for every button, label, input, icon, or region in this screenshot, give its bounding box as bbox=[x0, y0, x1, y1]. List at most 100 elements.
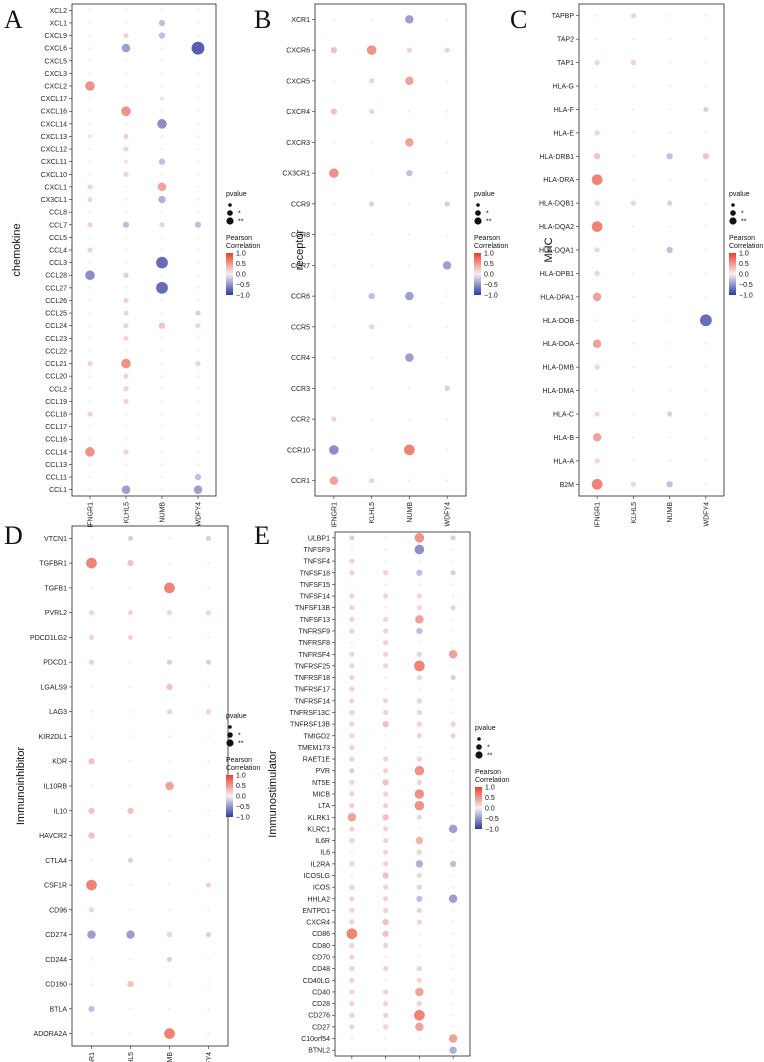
dot-HLA-G-NUMB bbox=[668, 84, 672, 88]
dot-CD70-WDFY4 bbox=[451, 955, 455, 959]
dot-ULBP1-IFNGR1 bbox=[349, 535, 355, 541]
dot-HLA-DQA1-NUMB bbox=[666, 246, 673, 254]
dot-CCL18-NUMB bbox=[160, 412, 164, 416]
colorbar-tick: −0.5 bbox=[236, 804, 250, 811]
dot-CXCR6-KLHL5 bbox=[366, 45, 377, 55]
dot-VTCN1-NUMB bbox=[168, 536, 171, 540]
dot-KLRK1-WDFY4 bbox=[451, 815, 455, 819]
corr-title-1: Pearson bbox=[729, 235, 755, 242]
y-tick-label: CD70 bbox=[312, 955, 330, 962]
dot-CD96-KLHL5 bbox=[129, 908, 132, 912]
y-tick-label: IL10 bbox=[53, 808, 67, 815]
dot-CXCL5-WDFY4 bbox=[196, 59, 200, 63]
x-tick-label: WDFY4 bbox=[445, 502, 452, 527]
dot-KLRC1-KLHL5 bbox=[383, 826, 389, 832]
x-tick-label: KLHL5 bbox=[128, 1052, 135, 1062]
dot-HLA-C-NUMB bbox=[667, 411, 673, 417]
dot-CCR10-IFNGR1 bbox=[329, 445, 339, 455]
dot-PVRL2-KLHL5 bbox=[127, 610, 134, 616]
dot-CCR8-IFNGR1 bbox=[332, 233, 336, 237]
dot-CCL27-NUMB bbox=[156, 281, 168, 294]
dot-HLA-DOB-WDFY4 bbox=[699, 314, 712, 327]
corr-title-1: Pearson bbox=[474, 235, 500, 242]
panel-label: B bbox=[254, 5, 271, 34]
dot-CCL20-NUMB bbox=[160, 374, 164, 378]
dot-TMIGD2-WDFY4 bbox=[450, 733, 456, 739]
dot-HLA-DQA1-WDFY4 bbox=[704, 248, 708, 252]
dot-CXCL10-WDFY4 bbox=[196, 172, 200, 176]
dot-CCR7-NUMB bbox=[407, 263, 411, 267]
dot-CCL25-KLHL5 bbox=[123, 310, 129, 316]
dot-CXCL14-KLHL5 bbox=[124, 122, 128, 126]
dot-PVRL2-IFNGR1 bbox=[88, 610, 95, 616]
y-tick-label: HLA-DQA2 bbox=[539, 224, 574, 231]
dot-CCL23-KLHL5 bbox=[123, 335, 129, 341]
dot-MICB-IFNGR1 bbox=[349, 791, 355, 797]
corr-title-2: Correlation bbox=[729, 243, 763, 250]
colorbar-tick: −1.0 bbox=[739, 293, 753, 300]
dot-TNFRSF13B-NUMB bbox=[416, 721, 422, 727]
y-tick-label: CCR9 bbox=[291, 201, 310, 208]
dot-CTLA4-IFNGR1 bbox=[90, 858, 93, 862]
dot-CXCL10-NUMB bbox=[160, 172, 164, 176]
pvalue-title: pvalue bbox=[474, 191, 495, 198]
y-tick-label: TNFRSF14 bbox=[295, 698, 331, 705]
dot-CCL17-WDFY4 bbox=[196, 425, 200, 429]
dot-CCL14-NUMB bbox=[160, 450, 164, 454]
dot-CCL13-NUMB bbox=[160, 462, 164, 466]
dot-CCL25-NUMB bbox=[160, 311, 164, 315]
dot-CXCL17-NUMB bbox=[159, 96, 165, 101]
y-tick-label: CX3CR1 bbox=[282, 171, 310, 178]
pvalue-key-dot bbox=[731, 203, 735, 207]
dot-IL6-WDFY4 bbox=[451, 850, 455, 854]
y-tick-label: CCL14 bbox=[45, 449, 67, 456]
dot-CCL7-KLHL5 bbox=[122, 221, 130, 228]
y-tick-label: CCL13 bbox=[45, 462, 67, 469]
dot-TAP2-IFNGR1 bbox=[595, 37, 599, 41]
dot-TNFRSF13B-KLHL5 bbox=[382, 720, 389, 728]
y-axis-title: chemokine bbox=[11, 223, 23, 276]
dot-TNFSF15-KLHL5 bbox=[384, 582, 388, 586]
dot-CCL8-IFNGR1 bbox=[88, 210, 92, 214]
dot-PVR-NUMB bbox=[414, 765, 425, 776]
dot-CXCL9-WDFY4 bbox=[196, 34, 200, 38]
y-tick-label: CD27 bbox=[312, 1024, 330, 1031]
dot-CD276-IFNGR1 bbox=[349, 1012, 355, 1018]
dot-CD160-IFNGR1 bbox=[90, 982, 93, 986]
dot-HLA-C-IFNGR1 bbox=[594, 411, 600, 417]
pvalue-title: pvalue bbox=[729, 191, 750, 198]
dot-TNFSF13-KLHL5 bbox=[383, 616, 389, 622]
dot-CCL27-WDFY4 bbox=[196, 286, 200, 290]
dot-XCR1-NUMB bbox=[405, 15, 414, 24]
y-tick-label: TMEM173 bbox=[298, 745, 330, 752]
dot-CSF1R-IFNGR1 bbox=[86, 879, 97, 891]
dot-CXCL6-WDFY4 bbox=[191, 41, 205, 55]
pvalue-key-dot bbox=[227, 732, 233, 738]
y-tick-label: LAG3 bbox=[49, 709, 67, 716]
dot-CCR6-KLHL5 bbox=[368, 292, 375, 300]
dot-CCL28-IFNGR1 bbox=[85, 270, 95, 281]
dot-CXCL12-KLHL5 bbox=[123, 146, 129, 152]
dot-TNFRSF4-NUMB bbox=[416, 651, 422, 657]
colorbar-tick: −1.0 bbox=[236, 293, 250, 300]
dot-CD40-IFNGR1 bbox=[349, 989, 355, 995]
colorbar-tick: 1.0 bbox=[739, 251, 749, 258]
dot-CCL1-WDFY4 bbox=[193, 485, 203, 494]
dot-CCL3-IFNGR1 bbox=[88, 261, 92, 265]
dot-HHLA2-NUMB bbox=[416, 895, 423, 902]
dot-TNFRSF13C-KLHL5 bbox=[383, 709, 389, 716]
y-tick-label: CXCL10 bbox=[41, 172, 68, 179]
dot-HLA-B-NUMB bbox=[668, 435, 672, 439]
dot-CCL4-NUMB bbox=[160, 248, 164, 252]
y-tick-label: ICOS bbox=[313, 885, 330, 892]
dot-CCL26-WDFY4 bbox=[196, 298, 200, 302]
dot-HLA-DMB-NUMB bbox=[668, 365, 672, 369]
dot-ICOS-KLHL5 bbox=[383, 884, 389, 890]
dot-CCL3-KLHL5 bbox=[124, 261, 128, 265]
dot-C10orf54-WDFY4 bbox=[448, 1034, 458, 1043]
dot-HLA-DMB-WDFY4 bbox=[704, 365, 708, 369]
y-tick-label: ICOSLG bbox=[304, 873, 330, 880]
y-tick-label: CCR1 bbox=[291, 478, 310, 485]
y-tick-label: LTA bbox=[318, 803, 330, 810]
y-tick-label: CD40LG bbox=[303, 978, 330, 985]
